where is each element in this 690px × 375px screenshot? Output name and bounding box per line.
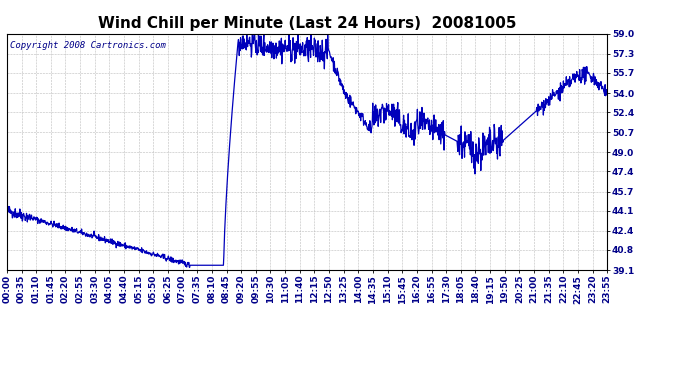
Text: Copyright 2008 Cartronics.com: Copyright 2008 Cartronics.com bbox=[10, 41, 166, 50]
Title: Wind Chill per Minute (Last 24 Hours)  20081005: Wind Chill per Minute (Last 24 Hours) 20… bbox=[98, 16, 516, 31]
